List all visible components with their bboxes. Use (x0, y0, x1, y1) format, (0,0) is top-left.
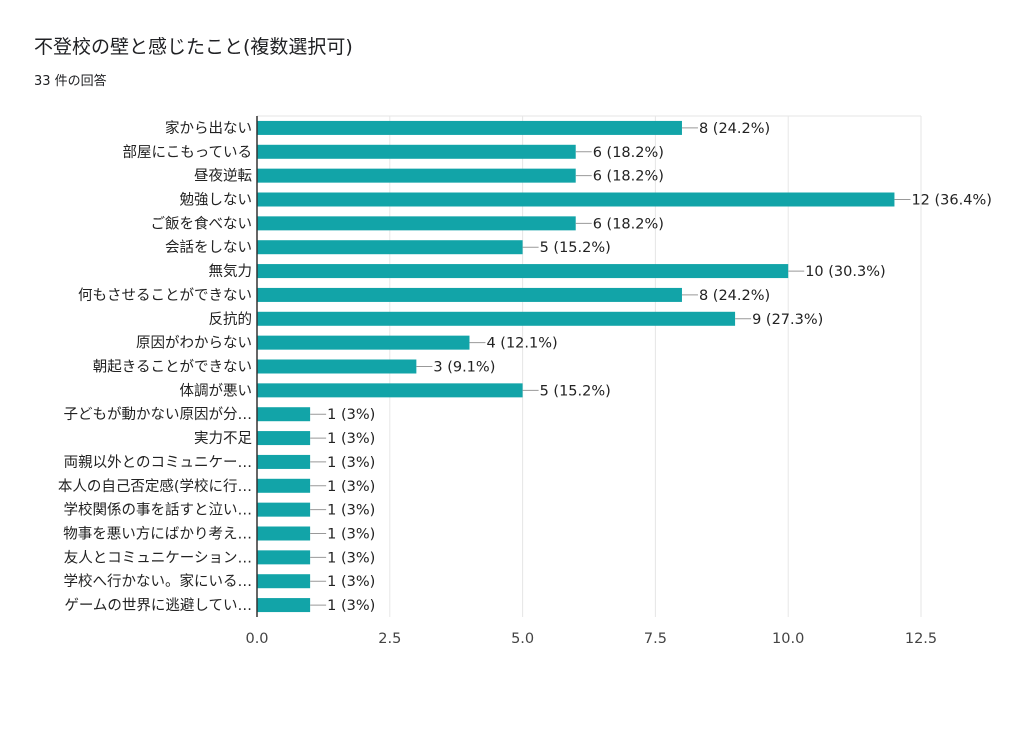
value-label: 1 (3%) (327, 431, 375, 447)
bar (257, 598, 311, 613)
bar (257, 168, 576, 183)
bar (257, 144, 576, 159)
value-label: 8 (24.2%) (699, 121, 770, 137)
value-label: 5 (15.2%) (540, 383, 611, 399)
value-label: 3 (9.1%) (433, 360, 495, 376)
bars (257, 120, 895, 613)
x-tick-label: 0.0 (245, 631, 268, 647)
bar (257, 478, 311, 493)
category-label: 物事を悪い方にばかり考え… (63, 526, 252, 543)
category-label: 会話をしない (165, 239, 252, 256)
bar (257, 383, 523, 398)
category-label: 子どもが動かない原因が分… (64, 406, 253, 423)
bar (257, 120, 682, 135)
value-label: 1 (3%) (327, 574, 375, 590)
category-label: 本人の自己否定感(学校に行… (58, 478, 252, 495)
value-label: 1 (3%) (327, 479, 375, 495)
value-label: 6 (18.2%) (593, 216, 664, 232)
bar (257, 335, 470, 350)
value-label: 1 (3%) (327, 550, 375, 566)
x-tick-label: 2.5 (378, 631, 401, 647)
category-label: ゲームの世界に逃避してい… (64, 597, 252, 614)
value-label: 4 (12.1%) (486, 336, 557, 352)
value-label: 10 (30.3%) (805, 264, 885, 280)
chart-title: 不登校の壁と感じたこと(複数選択可) (34, 36, 353, 58)
bar (257, 264, 789, 279)
value-label: 6 (18.2%) (593, 145, 664, 161)
category-label: 朝起きることができない (93, 359, 252, 376)
category-label: ご飯を食べない (151, 215, 253, 232)
category-label: 昼夜逆転 (194, 168, 252, 185)
x-tick-label: 7.5 (644, 631, 667, 647)
bar (257, 526, 311, 541)
value-label: 1 (3%) (327, 455, 375, 471)
category-label: 部屋にこもっている (123, 144, 252, 161)
value-label: 1 (3%) (327, 598, 375, 614)
category-label: 学校関係の事を話すと泣い… (64, 502, 253, 519)
category-label: 勉強しない (180, 192, 253, 209)
value-label: 9 (27.3%) (752, 312, 823, 328)
bar (257, 550, 311, 565)
value-label: 5 (15.2%) (540, 240, 611, 256)
bar (257, 359, 417, 374)
x-tick-label: 5.0 (511, 631, 534, 647)
bar (257, 574, 311, 589)
category-labels: 家から出ない部屋にこもっている昼夜逆転勉強しないご飯を食べない会話をしない無気力… (58, 120, 252, 614)
bar (257, 454, 311, 469)
bar (257, 311, 736, 326)
value-label: 8 (24.2%) (699, 288, 770, 304)
bar (257, 502, 311, 517)
value-labels: 8 (24.2%) 6 (18.2%) 6 (18.2%) 12 (36.4%) 6 (… (310, 121, 992, 614)
value-label: 1 (3%) (327, 407, 375, 423)
category-label: 友人とコミュニケーション… (64, 549, 252, 566)
response-count: 33 件の回答 (34, 74, 107, 89)
x-axis-ticks: 0.0 2.5 5.0 7.5 10.0 12.5 (245, 631, 937, 647)
value-label: 1 (3%) (327, 527, 375, 543)
x-tick-label: 10.0 (772, 631, 804, 647)
value-label: 12 (36.4%) (911, 193, 991, 209)
value-label: 6 (18.2%) (593, 169, 664, 185)
x-tick-label: 12.5 (905, 631, 937, 647)
category-label: 家から出ない (165, 120, 252, 137)
category-label: 無気力 (209, 263, 253, 280)
category-label: 体調が悪い (180, 382, 253, 399)
bar (257, 216, 576, 231)
category-label: 学校へ行かない。家にいる… (64, 573, 253, 590)
bar (257, 192, 895, 207)
bar (257, 240, 523, 255)
category-label: 反抗的 (209, 311, 253, 328)
category-label: 実力不足 (194, 430, 252, 447)
bar (257, 287, 682, 302)
category-label: 両親以外とのコミュニケー… (64, 454, 252, 471)
bar (257, 407, 311, 422)
value-label: 1 (3%) (327, 503, 375, 519)
bar (257, 431, 311, 446)
category-label: 何もさせることができない (78, 287, 252, 304)
category-label: 原因がわからない (136, 335, 252, 352)
